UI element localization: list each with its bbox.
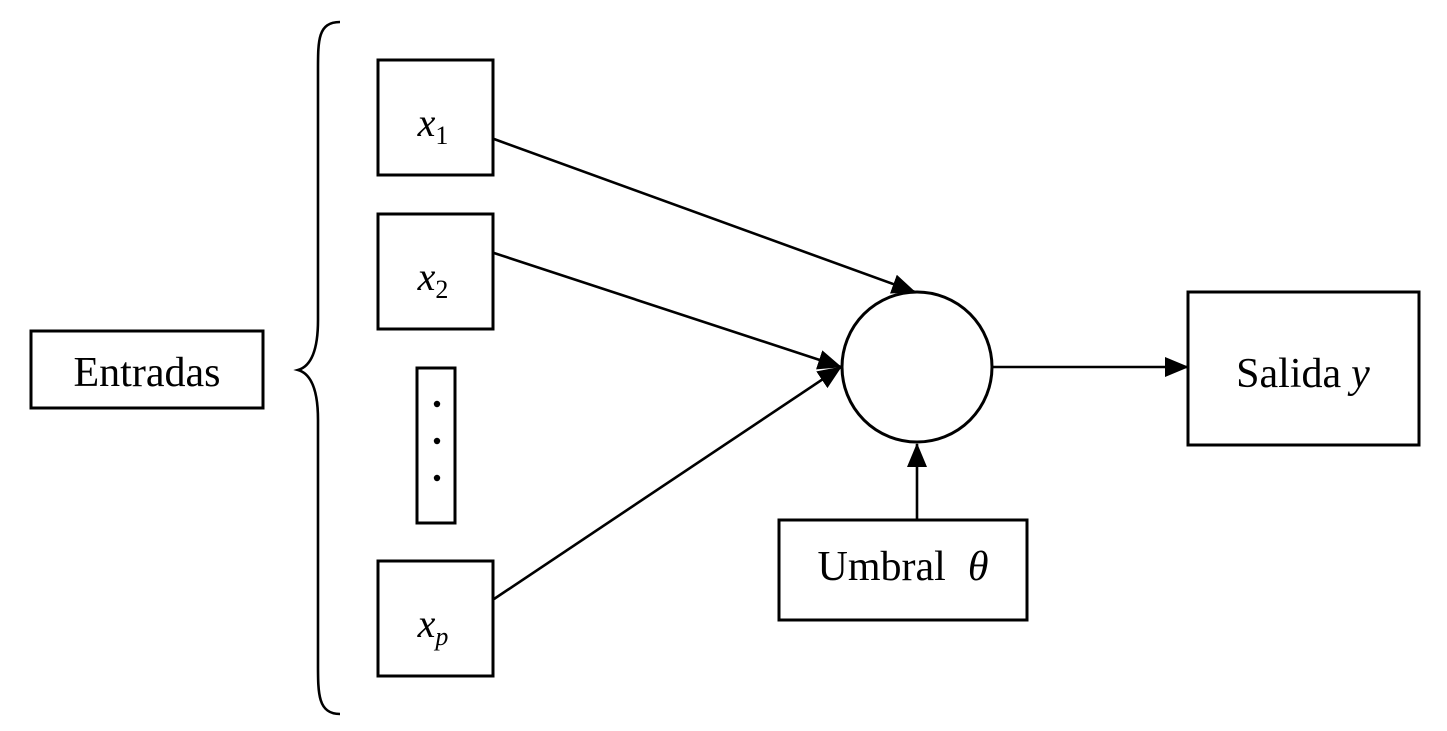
input-node-xp: xp <box>376 559 495 678</box>
ellipsis-dot <box>433 474 441 482</box>
svg-text:x1: x1 <box>417 100 449 150</box>
svg-text:xp: xp <box>417 601 449 651</box>
inputs-brace <box>293 20 341 716</box>
input-node-x2: x2 <box>376 212 495 331</box>
edge-xp-to-neuron <box>493 365 842 601</box>
input-x2-subscript: 2 <box>435 275 448 304</box>
inputs-group-label: Entradas <box>74 350 221 396</box>
svg-text:x2: x2 <box>417 254 449 304</box>
ellipsis-dot <box>433 400 441 408</box>
output-symbol: y <box>1347 351 1370 397</box>
threshold-label: Umbral <box>818 544 946 590</box>
threshold-box: Umbral θ <box>777 518 1029 622</box>
inputs-ellipsis-box <box>415 366 457 525</box>
output-label: Salida <box>1236 351 1341 397</box>
input-x2-symbol: x <box>417 254 436 299</box>
threshold-symbol: θ <box>968 544 989 590</box>
inputs-group-label-box: Entradas <box>29 329 265 410</box>
edge-x2-to-neuron <box>493 251 842 370</box>
neuron-node <box>840 290 994 444</box>
input-x1-subscript: 1 <box>435 121 448 150</box>
output-box: Salida y <box>1186 290 1421 447</box>
input-node-x1: x1 <box>376 58 495 177</box>
edge-x1-to-neuron <box>493 137 916 294</box>
input-xp-subscript: p <box>433 622 448 651</box>
ellipsis-dot <box>433 437 441 445</box>
input-x1-symbol: x <box>417 100 436 145</box>
input-xp-symbol: x <box>417 601 436 646</box>
